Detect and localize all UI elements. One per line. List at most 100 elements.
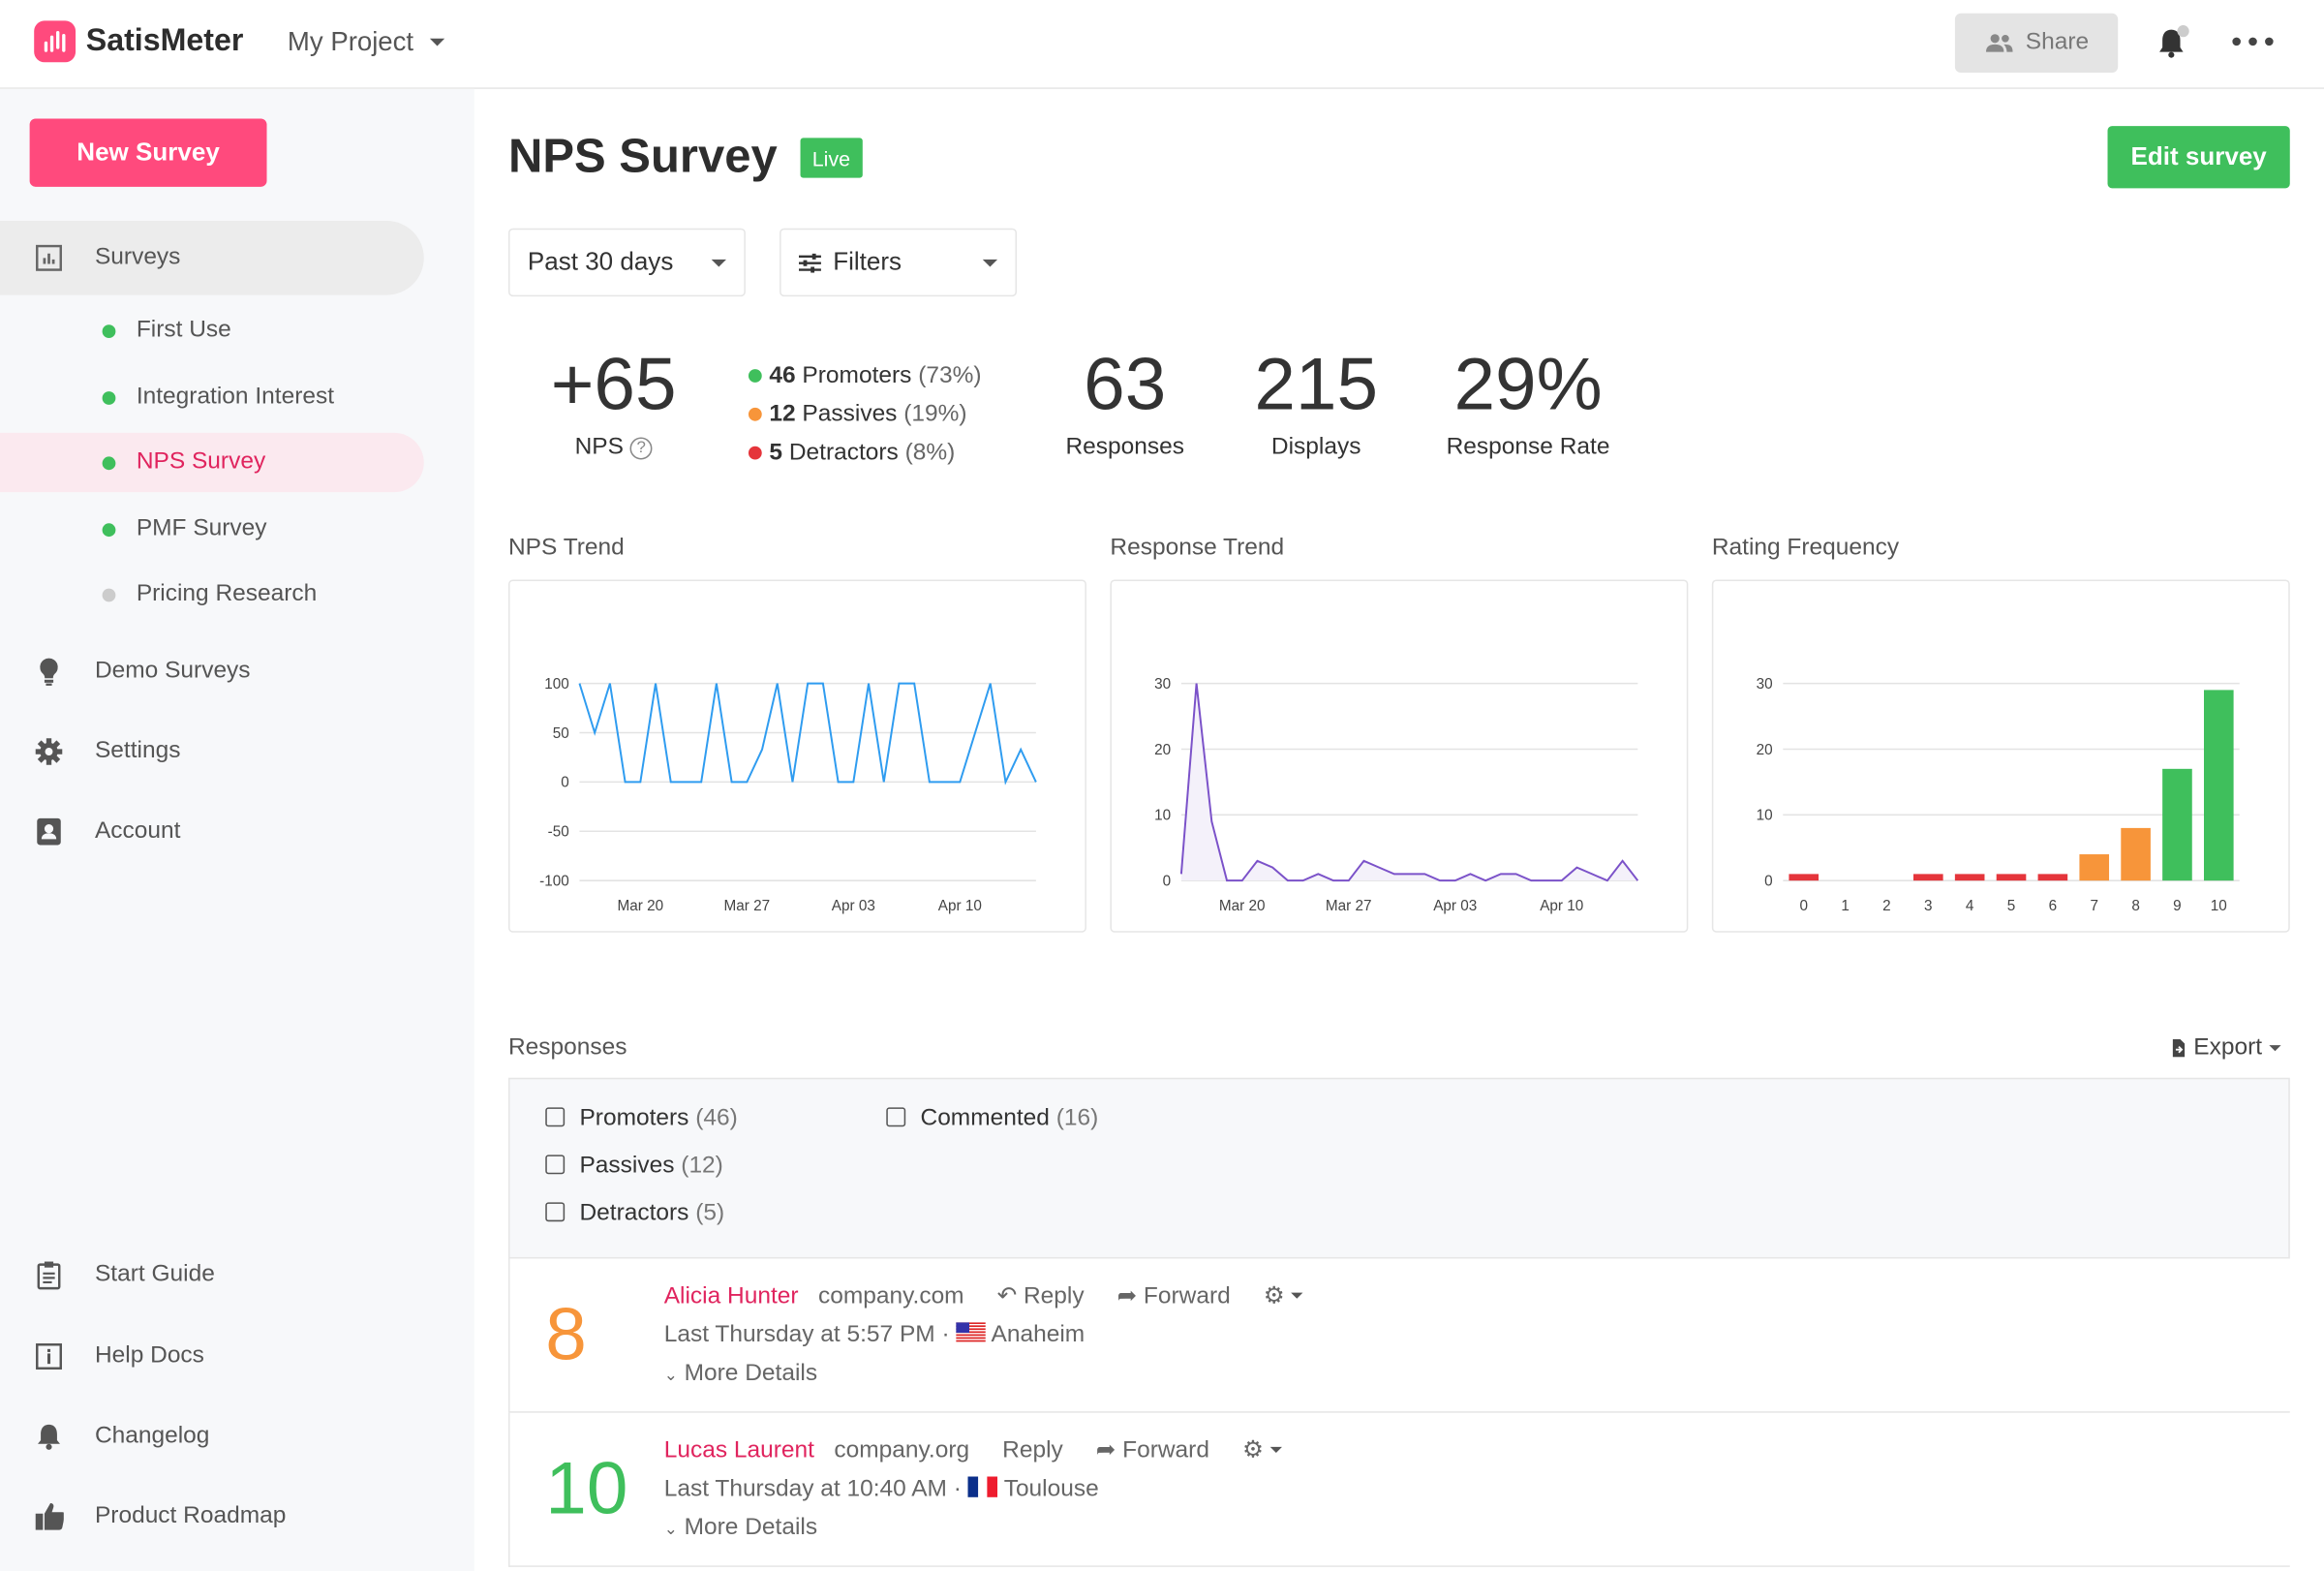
reply-icon: ↶ [996, 1283, 1018, 1309]
sidebar: New Survey Surveys First Use Integration … [0, 88, 474, 1571]
sidebar-item-product-roadmap[interactable]: Product Roadmap [0, 1487, 424, 1546]
sidebar-item-integration-interest[interactable]: Integration Interest [0, 368, 424, 427]
x-tick-label: 8 [2131, 898, 2140, 914]
bar-chart-icon [36, 244, 62, 271]
sidebar-item-start-guide[interactable]: Start Guide [0, 1246, 424, 1305]
filter-count: (12) [681, 1153, 723, 1179]
more-details-toggle[interactable]: ⌄ More Details [664, 1509, 1282, 1549]
passives-count: 12 [769, 401, 796, 427]
sidebar-item-surveys[interactable]: Surveys [0, 221, 424, 295]
respondent-name-link[interactable]: Lucas Laurent [663, 1437, 814, 1463]
status-dot-icon [102, 390, 116, 405]
edit-survey-button[interactable]: Edit survey [2107, 126, 2290, 189]
row-settings-dropdown[interactable]: ⚙ [1242, 1438, 1282, 1463]
x-tick-label: 6 [2049, 898, 2058, 914]
rating-frequency-title: Rating Frequency [1711, 535, 1900, 561]
help-question-icon[interactable]: ? [629, 437, 653, 460]
location: Anaheim [991, 1322, 1086, 1348]
sidebar-item-pmf-survey[interactable]: PMF Survey [0, 500, 424, 559]
reply-button[interactable]: ↶ Reply [997, 1283, 1085, 1309]
row-settings-dropdown[interactable]: ⚙ [1264, 1283, 1303, 1309]
date-range-dropdown[interactable]: Past 30 days [507, 228, 746, 297]
reply-button[interactable]: Reply [1002, 1438, 1063, 1463]
more-options-icon[interactable] [2231, 36, 2276, 47]
notifications-bell-icon[interactable] [2155, 25, 2190, 61]
filter-commented-checkbox[interactable]: Commented (16) [886, 1106, 1098, 1133]
bar-5 [1996, 874, 2027, 881]
y-tick-label: 20 [1154, 742, 1171, 758]
filter-label: Promoters [579, 1105, 689, 1131]
export-dropdown[interactable]: Export [2171, 1034, 2281, 1062]
contact-card-icon [37, 817, 61, 846]
sidebar-label: Changelog [94, 1423, 210, 1449]
y-tick-label: -100 [539, 874, 569, 890]
status-dot-icon [102, 587, 116, 601]
project-selector[interactable]: My Project [288, 27, 445, 58]
sidebar-item-settings[interactable]: Settings [0, 722, 424, 781]
x-tick-label: Mar 20 [1219, 898, 1266, 914]
forward-button[interactable]: ➦ Forward [1117, 1283, 1231, 1309]
checkbox[interactable] [886, 1107, 906, 1127]
x-tick-label: Mar 20 [618, 898, 664, 914]
x-tick-label: 9 [2173, 898, 2182, 914]
filter-detractors-checkbox[interactable]: Detractors (5) [545, 1201, 724, 1228]
location: Toulouse [1003, 1476, 1099, 1502]
x-tick-label: 1 [1841, 898, 1850, 914]
bar-6 [2037, 874, 2068, 881]
sidebar-item-pricing-research[interactable]: Pricing Research [0, 565, 424, 624]
more-details-toggle[interactable]: ⌄ More Details [664, 1355, 1303, 1395]
bar-3 [1913, 874, 1943, 881]
detractors-label: Detractors [788, 440, 899, 466]
detractors-count: 5 [769, 440, 783, 466]
checkbox[interactable] [545, 1107, 566, 1127]
sidebar-label: NPS Survey [136, 448, 266, 475]
caret-down-icon [1291, 1292, 1303, 1299]
new-survey-button[interactable]: New Survey [29, 118, 267, 187]
sidebar-label: Demo Surveys [94, 658, 251, 684]
x-tick-label: 10 [2211, 898, 2227, 914]
area-fill [1180, 683, 1638, 881]
filter-count: (5) [695, 1200, 725, 1226]
filters-dropdown[interactable]: Filters [780, 228, 1017, 297]
y-tick-label: 30 [1154, 676, 1171, 693]
checkbox[interactable] [545, 1155, 566, 1175]
x-tick-label: Mar 27 [724, 898, 771, 914]
brand-name: SatisMeter [85, 23, 244, 58]
filter-count: (46) [695, 1105, 738, 1131]
responses-label: Responses [1065, 434, 1184, 460]
file-export-icon [2172, 1038, 2186, 1058]
sidebar-item-changelog[interactable]: Changelog [0, 1407, 424, 1466]
filter-passives-checkbox[interactable]: Passives (12) [545, 1154, 723, 1181]
respondent-name-link[interactable]: Alicia Hunter [663, 1283, 799, 1309]
lightbulb-icon [40, 658, 58, 686]
caret-down-icon [711, 259, 726, 266]
sidebar-label: Settings [94, 738, 181, 764]
checkbox[interactable] [545, 1202, 566, 1222]
sidebar-label: PMF Survey [136, 515, 267, 541]
nps-trend-chart: 100 50 0 -50 -100 Mar 20 Mar 27 Apr 03 Apr 10 [507, 579, 1086, 933]
sidebar-item-first-use[interactable]: First Use [0, 301, 424, 360]
y-tick-label: 0 [561, 775, 569, 791]
responses-count: 63 [1084, 342, 1167, 426]
filter-promoters-checkbox[interactable]: Promoters (46) [545, 1106, 738, 1133]
forward-button[interactable]: ➦ Forward [1096, 1438, 1209, 1463]
share-button[interactable]: Share [1954, 13, 2119, 73]
y-tick-label: 0 [1163, 874, 1172, 890]
sidebar-label: Help Docs [94, 1342, 204, 1369]
detractors-percent: (8%) [904, 440, 956, 466]
sidebar-item-nps-survey[interactable]: NPS Survey [0, 432, 424, 493]
bar-8 [2121, 827, 2151, 881]
response-time: Last Thursday at 5:57 PM [663, 1322, 935, 1348]
page-title: NPS Survey [507, 129, 778, 183]
displays-label: Displays [1270, 434, 1361, 460]
response-trend-title: Response Trend [1110, 535, 1285, 561]
sidebar-label: First Use [136, 317, 231, 343]
bar-0 [1789, 874, 1819, 881]
sidebar-item-help-docs[interactable]: Help Docs [0, 1327, 424, 1386]
x-tick-label: Apr 10 [1540, 898, 1583, 914]
response-row: 10 Lucas Laurent company.org Reply ➦ Forw… [507, 1412, 2290, 1567]
sidebar-item-demo-surveys[interactable]: Demo Surveys [0, 642, 424, 701]
y-tick-label: -50 [548, 824, 569, 841]
caret-down-icon [2269, 1045, 2281, 1052]
sidebar-item-account[interactable]: Account [0, 802, 424, 861]
